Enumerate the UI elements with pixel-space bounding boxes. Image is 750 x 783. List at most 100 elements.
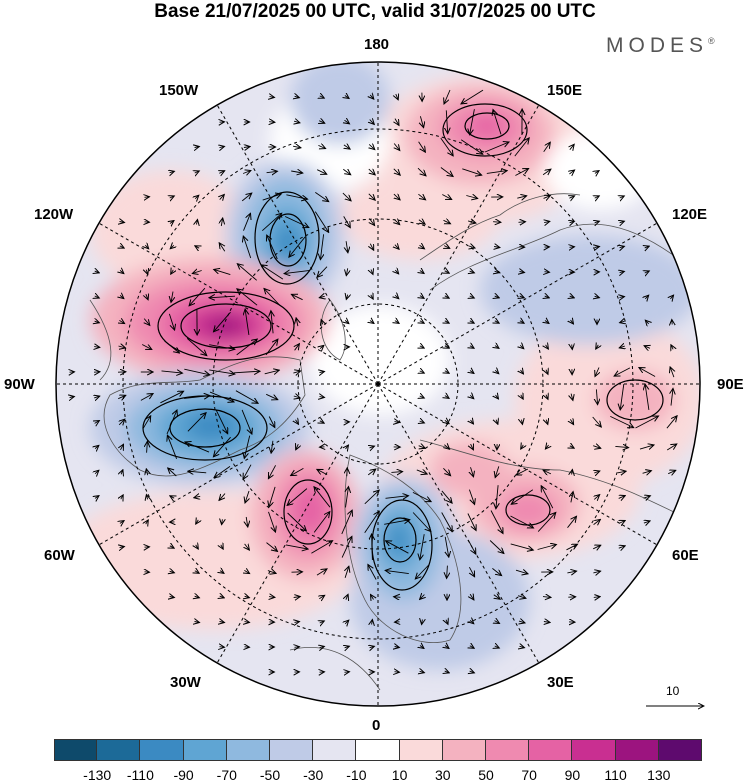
colorbar-tick-label: -30 (303, 767, 324, 783)
wind-vector (466, 196, 477, 199)
wind-vector (291, 468, 304, 475)
wind-vector (420, 116, 423, 127)
wind-vector (242, 171, 251, 174)
wind-vector (170, 571, 175, 573)
wind-vector (516, 468, 529, 475)
wind-vector (445, 321, 449, 323)
wind-vector (219, 493, 226, 501)
wind-vectors (70, 89, 678, 673)
wind-vector (267, 571, 276, 574)
wind-vector (595, 221, 600, 223)
wind-vector (245, 490, 249, 503)
wind-vector (265, 339, 278, 356)
wind-vector (639, 368, 656, 377)
wind-vector (268, 416, 275, 428)
wind-vector (545, 445, 548, 449)
wind-vector (171, 291, 173, 303)
wind-vector (214, 311, 231, 332)
wind-vector (495, 646, 500, 648)
wind-vector (495, 466, 499, 477)
wind-vector (120, 295, 124, 298)
wind-vector (546, 395, 548, 400)
wind-vector (170, 171, 175, 172)
wind-vector (417, 167, 426, 176)
wind-vector (262, 194, 282, 201)
wind-vector (269, 486, 276, 507)
wind-vector (284, 270, 310, 273)
wind-vector (95, 445, 99, 448)
wind-vector (243, 236, 252, 259)
wind-vector (291, 171, 303, 173)
wind-vector (264, 370, 280, 374)
wind-vector (318, 145, 325, 148)
wind-vector (445, 646, 449, 649)
wind-vector (571, 492, 573, 503)
wind-vector (170, 245, 174, 248)
wind-vector (293, 371, 300, 373)
wind-vector (420, 346, 424, 348)
wind-vector (515, 169, 528, 176)
wind-vector (289, 236, 306, 257)
wind-vector (120, 222, 125, 223)
wind-vector (368, 193, 375, 200)
wind-vector (120, 521, 124, 524)
wind-vector (370, 321, 374, 324)
wind-vector (619, 521, 625, 524)
wind-vector (120, 246, 124, 248)
wind-vector (261, 213, 281, 232)
wind-vector (517, 196, 526, 198)
wind-vector (271, 440, 273, 453)
wind-vector (214, 269, 231, 276)
wind-vector (420, 271, 424, 274)
wind-vector (642, 471, 652, 474)
wind-vector (520, 345, 524, 348)
wind-vector (170, 196, 175, 198)
wind-vector (320, 345, 324, 348)
wind-vector (418, 141, 426, 152)
wind-vector (219, 171, 224, 174)
wind-vector (345, 566, 349, 578)
wind-vector (521, 370, 524, 374)
wind-vector (317, 266, 328, 278)
wind-vector (170, 597, 175, 598)
wind-vector (244, 435, 251, 459)
wind-vector (620, 221, 625, 223)
wind-vector (145, 197, 150, 198)
wind-vector (511, 489, 534, 505)
wind-vector (319, 595, 324, 598)
wind-vector (620, 246, 625, 247)
colorbar-swatch (486, 739, 530, 761)
wind-vector (467, 513, 476, 531)
wind-vector (412, 491, 431, 501)
wind-vector (470, 646, 474, 649)
wind-vector (570, 419, 573, 424)
colorbar-swatch (226, 739, 270, 761)
colorbar (54, 739, 702, 761)
wind-vector (493, 110, 502, 135)
colorbar-swatch (313, 739, 357, 761)
wind-vector (470, 296, 475, 298)
anomaly-field (56, 62, 700, 706)
wind-vector (215, 410, 227, 433)
wind-vector (395, 270, 398, 274)
wind-vector (620, 196, 625, 198)
wind-vector (220, 622, 225, 623)
wind-vector (196, 520, 199, 524)
wind-vector (420, 321, 424, 324)
wind-vector (441, 490, 452, 503)
colorbar-swatch (615, 739, 659, 761)
wind-vector (121, 470, 123, 475)
wind-vector (543, 470, 552, 474)
wind-vector (164, 340, 180, 353)
wind-vector (244, 570, 249, 573)
wind-vector (645, 271, 650, 273)
wind-vector (264, 289, 281, 306)
wind-vector (319, 121, 325, 124)
wind-vector (572, 470, 573, 475)
wind-vector (470, 371, 474, 374)
wind-vector (468, 489, 474, 505)
map-boundary (55, 61, 701, 707)
wind-vector (420, 296, 424, 299)
wind-vector (470, 271, 475, 273)
wind-vector (344, 145, 350, 149)
